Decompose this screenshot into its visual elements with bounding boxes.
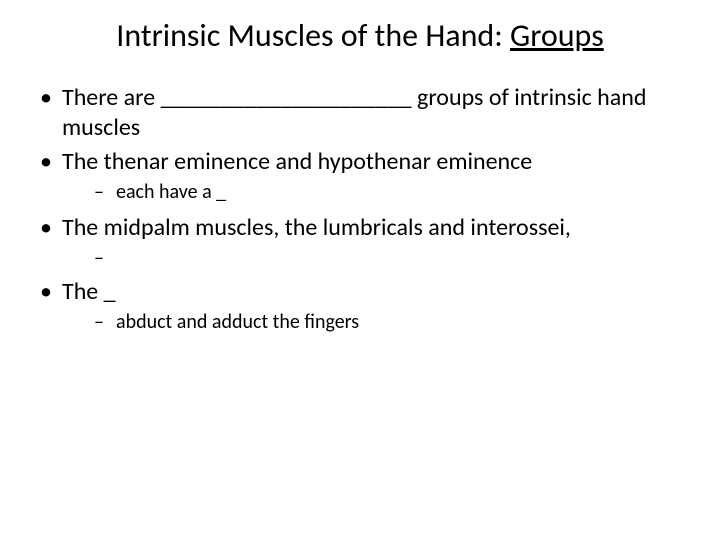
bullet-item: The thenar eminence and hypothenar emine… (36, 147, 684, 205)
sub-bullet-item: abduct and adduct the fingers (62, 309, 684, 335)
bullet-item: There are _____________________ groups o… (36, 83, 684, 143)
bullet-text: The _ (62, 277, 116, 306)
slide-title: Intrinsic Muscles of the Hand: Groups (36, 18, 684, 55)
sub-bullet-item: each have a _ (62, 179, 684, 205)
sub-bullet-list (62, 245, 684, 269)
bullet-text: The midpalm muscles, the lumbricals and … (62, 213, 571, 242)
bullet-list: There are _____________________ groups o… (36, 83, 684, 335)
bullet-text: There are _____________________ groups o… (62, 83, 646, 142)
sub-bullet-text: each have a _ (116, 180, 226, 204)
sub-bullet-item (62, 245, 684, 269)
bullet-item: The midpalm muscles, the lumbricals and … (36, 213, 684, 269)
bullet-text: The thenar eminence and hypothenar emine… (62, 147, 532, 176)
sub-bullet-text: abduct and adduct the fingers (116, 310, 359, 334)
title-prefix: Intrinsic Muscles of the Hand: (116, 16, 510, 55)
sub-bullet-list: abduct and adduct the fingers (62, 309, 684, 335)
sub-bullet-list: each have a _ (62, 179, 684, 205)
title-underlined: Groups (510, 16, 604, 55)
slide: Intrinsic Muscles of the Hand: Groups Th… (0, 0, 720, 540)
bullet-item: The _ abduct and adduct the fingers (36, 277, 684, 335)
